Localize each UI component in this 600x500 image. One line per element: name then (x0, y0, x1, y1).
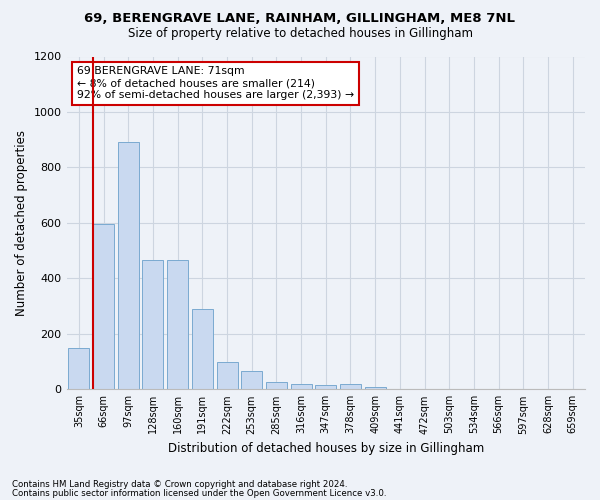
Bar (241, 372, 262, 390)
Bar (340, 384, 361, 390)
Bar (266, 382, 287, 390)
Bar (365, 386, 386, 390)
Text: Contains HM Land Registry data © Crown copyright and database right 2024.: Contains HM Land Registry data © Crown c… (12, 480, 347, 489)
Bar (68, 348, 89, 390)
Y-axis label: Number of detached properties: Number of detached properties (15, 130, 28, 316)
Bar (142, 260, 163, 390)
Text: Size of property relative to detached houses in Gillingham: Size of property relative to detached ho… (128, 28, 473, 40)
Bar (118, 142, 139, 390)
Text: 69, BERENGRAVE LANE, RAINHAM, GILLINGHAM, ME8 7NL: 69, BERENGRAVE LANE, RAINHAM, GILLINGHAM… (85, 12, 515, 26)
Text: 69 BERENGRAVE LANE: 71sqm
← 8% of detached houses are smaller (214)
92% of semi-: 69 BERENGRAVE LANE: 71sqm ← 8% of detach… (77, 66, 354, 100)
Bar (315, 385, 336, 390)
Bar (217, 362, 238, 390)
Text: Contains public sector information licensed under the Open Government Licence v3: Contains public sector information licen… (12, 489, 386, 498)
Bar (93, 224, 114, 390)
X-axis label: Distribution of detached houses by size in Gillingham: Distribution of detached houses by size … (167, 442, 484, 455)
Bar (290, 384, 311, 390)
Bar (192, 309, 213, 390)
Bar (167, 260, 188, 390)
